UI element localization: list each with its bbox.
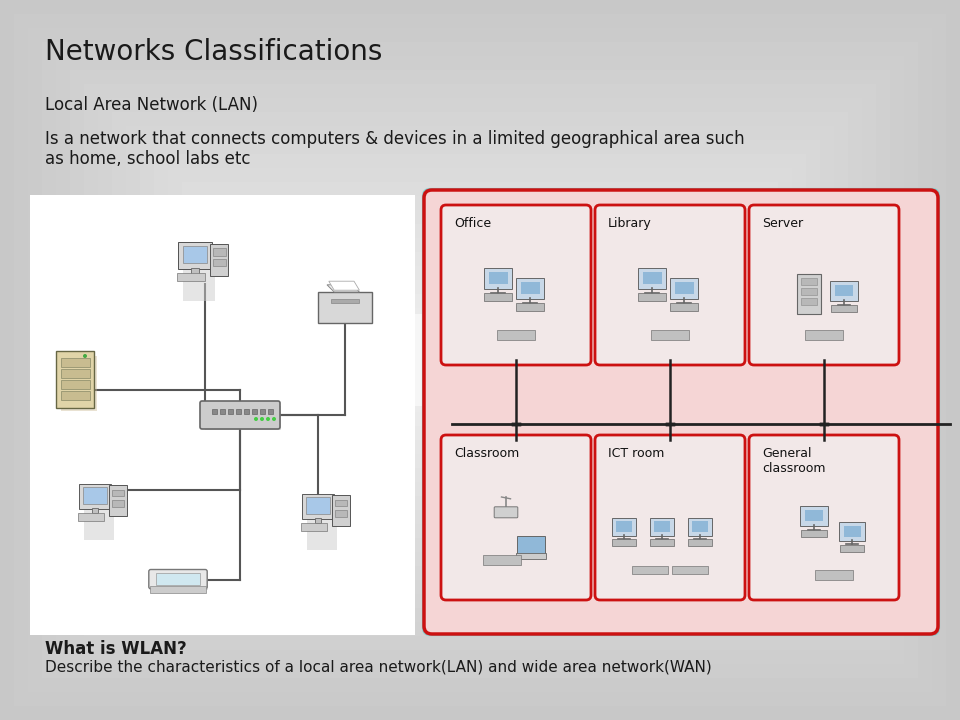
- FancyBboxPatch shape: [140, 140, 820, 580]
- FancyBboxPatch shape: [516, 553, 546, 559]
- FancyBboxPatch shape: [112, 500, 124, 507]
- FancyBboxPatch shape: [638, 293, 666, 301]
- Circle shape: [254, 417, 258, 421]
- FancyBboxPatch shape: [84, 84, 876, 636]
- FancyBboxPatch shape: [210, 244, 228, 276]
- FancyBboxPatch shape: [654, 521, 670, 531]
- FancyBboxPatch shape: [675, 282, 693, 294]
- Text: General
classroom: General classroom: [762, 447, 826, 475]
- Text: ICT room: ICT room: [608, 447, 664, 460]
- FancyBboxPatch shape: [109, 485, 127, 516]
- FancyBboxPatch shape: [805, 330, 843, 340]
- FancyBboxPatch shape: [650, 539, 674, 546]
- FancyBboxPatch shape: [687, 518, 712, 536]
- FancyBboxPatch shape: [494, 507, 517, 518]
- FancyBboxPatch shape: [84, 487, 107, 504]
- FancyBboxPatch shape: [489, 272, 508, 284]
- Polygon shape: [328, 282, 359, 290]
- FancyBboxPatch shape: [112, 490, 124, 496]
- FancyBboxPatch shape: [749, 435, 899, 600]
- FancyBboxPatch shape: [797, 274, 821, 314]
- FancyBboxPatch shape: [642, 272, 661, 284]
- FancyBboxPatch shape: [205, 406, 281, 430]
- FancyBboxPatch shape: [805, 510, 823, 521]
- FancyBboxPatch shape: [335, 510, 347, 517]
- FancyBboxPatch shape: [98, 98, 862, 622]
- FancyBboxPatch shape: [815, 570, 853, 580]
- FancyBboxPatch shape: [280, 280, 680, 440]
- FancyBboxPatch shape: [637, 268, 666, 289]
- FancyBboxPatch shape: [650, 518, 675, 536]
- FancyBboxPatch shape: [336, 336, 624, 384]
- Text: Library: Library: [608, 217, 652, 230]
- FancyBboxPatch shape: [168, 168, 792, 552]
- FancyBboxPatch shape: [308, 308, 652, 412]
- FancyBboxPatch shape: [294, 294, 666, 426]
- FancyBboxPatch shape: [497, 330, 535, 340]
- FancyBboxPatch shape: [78, 513, 104, 521]
- Circle shape: [272, 417, 276, 421]
- FancyBboxPatch shape: [191, 268, 199, 274]
- FancyBboxPatch shape: [212, 409, 217, 414]
- FancyBboxPatch shape: [595, 435, 745, 600]
- FancyBboxPatch shape: [835, 284, 853, 297]
- FancyBboxPatch shape: [220, 409, 225, 414]
- FancyBboxPatch shape: [670, 303, 698, 311]
- FancyBboxPatch shape: [844, 526, 860, 536]
- FancyBboxPatch shape: [79, 484, 111, 509]
- FancyBboxPatch shape: [154, 154, 806, 566]
- FancyBboxPatch shape: [441, 205, 591, 365]
- FancyBboxPatch shape: [56, 351, 94, 408]
- FancyBboxPatch shape: [236, 409, 241, 414]
- FancyBboxPatch shape: [318, 292, 372, 323]
- FancyBboxPatch shape: [84, 507, 114, 539]
- Text: as home, school labs etc: as home, school labs etc: [45, 150, 251, 168]
- FancyBboxPatch shape: [378, 342, 582, 378]
- Text: What is WLAN?: What is WLAN?: [45, 640, 187, 658]
- FancyBboxPatch shape: [301, 493, 334, 519]
- FancyBboxPatch shape: [14, 14, 946, 706]
- FancyBboxPatch shape: [840, 544, 864, 552]
- FancyBboxPatch shape: [156, 573, 200, 585]
- FancyBboxPatch shape: [484, 268, 513, 289]
- Circle shape: [266, 417, 270, 421]
- FancyBboxPatch shape: [178, 242, 212, 269]
- FancyBboxPatch shape: [177, 273, 204, 282]
- FancyBboxPatch shape: [672, 566, 708, 575]
- FancyBboxPatch shape: [651, 330, 689, 340]
- Circle shape: [260, 417, 264, 421]
- FancyBboxPatch shape: [801, 506, 828, 526]
- FancyBboxPatch shape: [830, 281, 857, 301]
- FancyBboxPatch shape: [70, 70, 890, 650]
- FancyBboxPatch shape: [228, 409, 233, 414]
- FancyBboxPatch shape: [424, 190, 938, 634]
- FancyBboxPatch shape: [615, 521, 633, 531]
- FancyBboxPatch shape: [483, 555, 521, 564]
- FancyBboxPatch shape: [801, 288, 817, 294]
- FancyBboxPatch shape: [60, 369, 89, 377]
- FancyBboxPatch shape: [244, 409, 249, 414]
- FancyBboxPatch shape: [213, 248, 226, 256]
- Text: Classroom: Classroom: [454, 447, 519, 460]
- FancyBboxPatch shape: [150, 586, 206, 593]
- FancyBboxPatch shape: [182, 267, 215, 301]
- FancyBboxPatch shape: [260, 409, 265, 414]
- FancyBboxPatch shape: [60, 358, 89, 366]
- Text: Server: Server: [762, 217, 804, 230]
- FancyBboxPatch shape: [330, 300, 359, 303]
- FancyBboxPatch shape: [182, 182, 778, 538]
- FancyBboxPatch shape: [801, 298, 817, 305]
- FancyBboxPatch shape: [484, 293, 512, 301]
- Text: Networks Classifications: Networks Classifications: [45, 38, 382, 66]
- FancyBboxPatch shape: [56, 56, 904, 664]
- FancyBboxPatch shape: [306, 517, 337, 549]
- FancyBboxPatch shape: [801, 279, 817, 284]
- FancyBboxPatch shape: [612, 518, 636, 536]
- Text: Office: Office: [454, 217, 492, 230]
- FancyBboxPatch shape: [595, 205, 745, 365]
- FancyBboxPatch shape: [670, 278, 698, 299]
- Text: Describe the characteristics of a local area network(LAN) and wide area network(: Describe the characteristics of a local …: [45, 660, 711, 675]
- FancyBboxPatch shape: [688, 539, 712, 546]
- FancyBboxPatch shape: [406, 314, 554, 406]
